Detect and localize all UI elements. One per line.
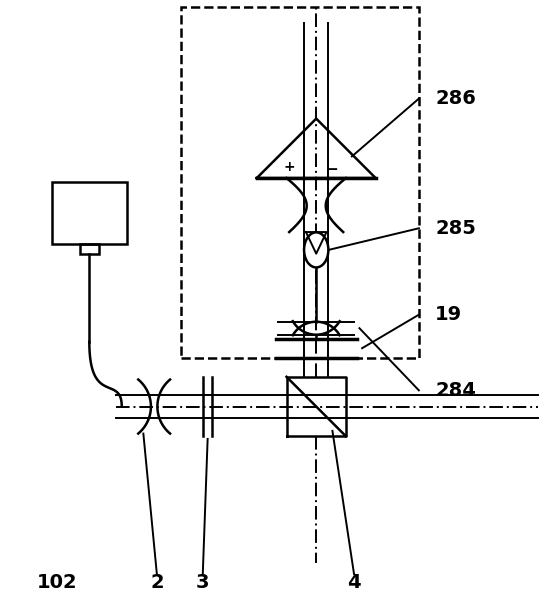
Text: 286: 286	[435, 89, 476, 108]
Text: 19: 19	[435, 305, 462, 324]
Text: 4: 4	[347, 573, 361, 592]
Bar	[80, 245, 99, 254]
Text: 285: 285	[435, 219, 476, 238]
Text: 3: 3	[196, 573, 210, 592]
Ellipse shape	[304, 232, 328, 267]
Text: 2: 2	[150, 573, 164, 592]
Bar	[181, 7, 419, 358]
Text: +: +	[283, 160, 295, 174]
Text: 102: 102	[37, 573, 77, 592]
Bar	[51, 182, 127, 245]
Text: 284: 284	[435, 381, 476, 400]
Text: −: −	[325, 162, 338, 177]
